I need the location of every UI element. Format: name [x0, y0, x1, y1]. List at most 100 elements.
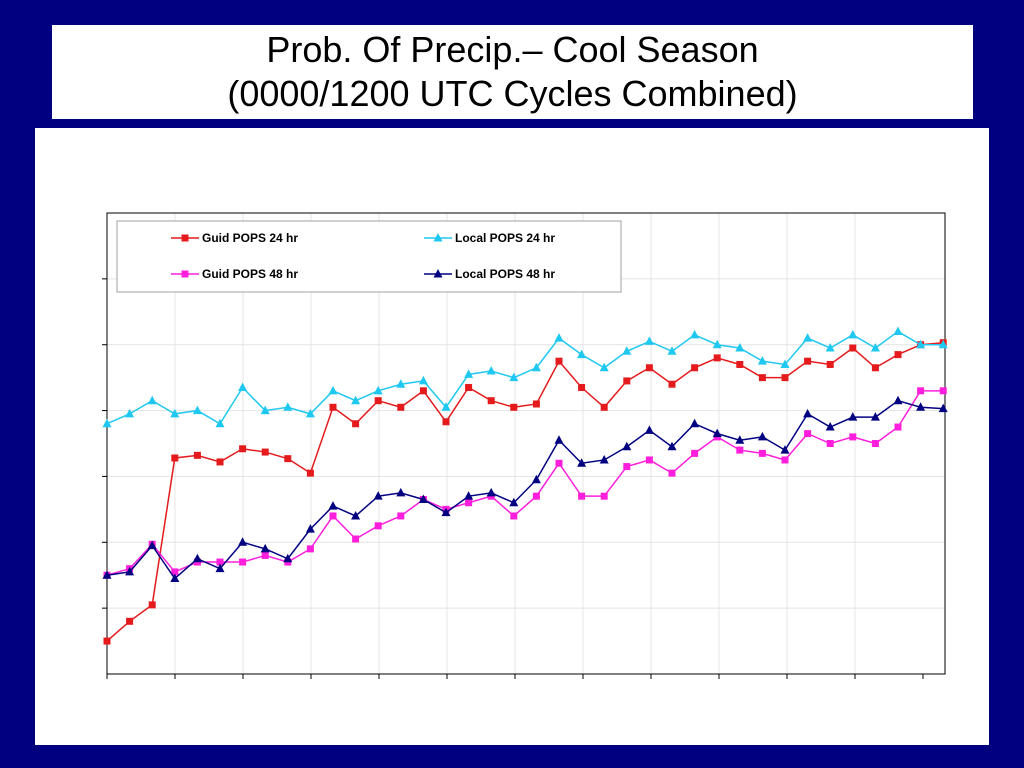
data-point — [351, 395, 361, 405]
data-point — [554, 435, 564, 444]
legend-label: Guid POPS 48 hr — [202, 267, 298, 281]
data-point — [305, 408, 315, 418]
data-point — [736, 360, 744, 368]
legend-marker — [181, 270, 189, 278]
legend-label: Local POPS 24 hr — [455, 231, 555, 245]
data-point — [825, 343, 835, 352]
data-point — [870, 412, 880, 421]
data-point — [622, 441, 632, 451]
data-point — [216, 458, 224, 466]
data-point — [328, 385, 338, 395]
pop-line-chart: Guid POPS 24 hr Local POPS 24 hr Guid POPS… — [102, 212, 948, 679]
series-line — [106, 341, 944, 642]
data-point — [826, 360, 834, 368]
data-point — [599, 454, 609, 464]
data-point — [668, 380, 676, 388]
data-point — [938, 403, 948, 413]
data-point — [623, 463, 631, 471]
data-point — [192, 405, 202, 415]
data-point — [780, 445, 790, 454]
data-point — [758, 374, 766, 382]
data-point — [848, 329, 858, 339]
series-line — [106, 399, 944, 580]
data-point — [352, 420, 360, 428]
data-point — [849, 433, 857, 441]
data-point — [894, 423, 902, 431]
data-point — [102, 570, 112, 579]
data-point — [419, 387, 427, 395]
data-point — [532, 400, 540, 408]
data-point — [849, 344, 857, 352]
data-point — [283, 553, 293, 563]
data-point — [329, 512, 337, 520]
data-point — [758, 449, 766, 457]
data-point — [600, 492, 608, 500]
data-point — [555, 357, 563, 365]
data-point — [374, 522, 382, 530]
data-point — [600, 403, 608, 411]
data-point — [215, 418, 225, 428]
data-point — [397, 403, 405, 411]
data-point — [418, 375, 428, 385]
data-point — [509, 497, 519, 507]
data-point — [261, 448, 269, 456]
legend-marker — [433, 233, 443, 242]
data-point — [465, 499, 473, 507]
data-point — [532, 492, 540, 500]
data-point — [464, 369, 474, 378]
data-point — [126, 617, 134, 625]
data-point — [147, 540, 157, 550]
data-point — [757, 431, 767, 441]
data-point — [465, 384, 473, 392]
data-point — [757, 356, 767, 365]
data-point — [170, 573, 180, 583]
data-point — [780, 359, 790, 368]
series-local-pops-48-hr — [102, 395, 948, 583]
data-point — [352, 535, 360, 543]
data-point — [486, 366, 496, 375]
data-point — [644, 425, 654, 434]
data-point — [578, 384, 586, 392]
data-point — [871, 440, 879, 447]
data-point — [531, 362, 541, 372]
data-point — [803, 333, 813, 342]
title-line-2: (0000/1200 UTC Cycles Combined) — [227, 73, 798, 114]
data-point — [238, 537, 248, 546]
data-point — [781, 374, 789, 382]
data-point — [781, 456, 789, 464]
data-point — [916, 339, 926, 349]
data-point — [418, 494, 428, 503]
data-point — [147, 395, 157, 405]
plot-frame — [106, 212, 946, 675]
data-point — [261, 551, 269, 559]
legend-label: Guid POPS 24 hr — [202, 231, 298, 245]
data-point — [396, 487, 406, 497]
title-line-1: Prob. Of Precip.– Cool Season — [266, 29, 759, 70]
data-point — [374, 397, 382, 405]
data-point — [329, 403, 337, 411]
data-point — [916, 402, 926, 411]
series-line — [106, 330, 944, 425]
data-point — [803, 408, 813, 418]
data-point — [938, 339, 948, 349]
data-point — [284, 455, 292, 463]
legend-label: Local POPS 48 hr — [455, 267, 555, 281]
data-point — [577, 458, 587, 467]
data-point — [305, 524, 315, 533]
data-point — [577, 349, 587, 359]
data-point — [894, 351, 902, 359]
data-point — [825, 422, 835, 431]
chart-area: Guid POPS 24 hr Local POPS 24 hr Guid POPS… — [35, 128, 989, 745]
data-point — [510, 403, 518, 411]
data-point — [804, 430, 812, 438]
data-point — [441, 507, 451, 517]
data-point — [917, 387, 925, 395]
data-point — [645, 364, 653, 372]
data-point — [238, 382, 248, 392]
data-point — [736, 446, 744, 454]
data-point — [102, 418, 112, 428]
legend-box — [116, 220, 622, 293]
data-point — [171, 568, 179, 576]
data-point — [328, 501, 338, 510]
data-point — [125, 566, 135, 576]
